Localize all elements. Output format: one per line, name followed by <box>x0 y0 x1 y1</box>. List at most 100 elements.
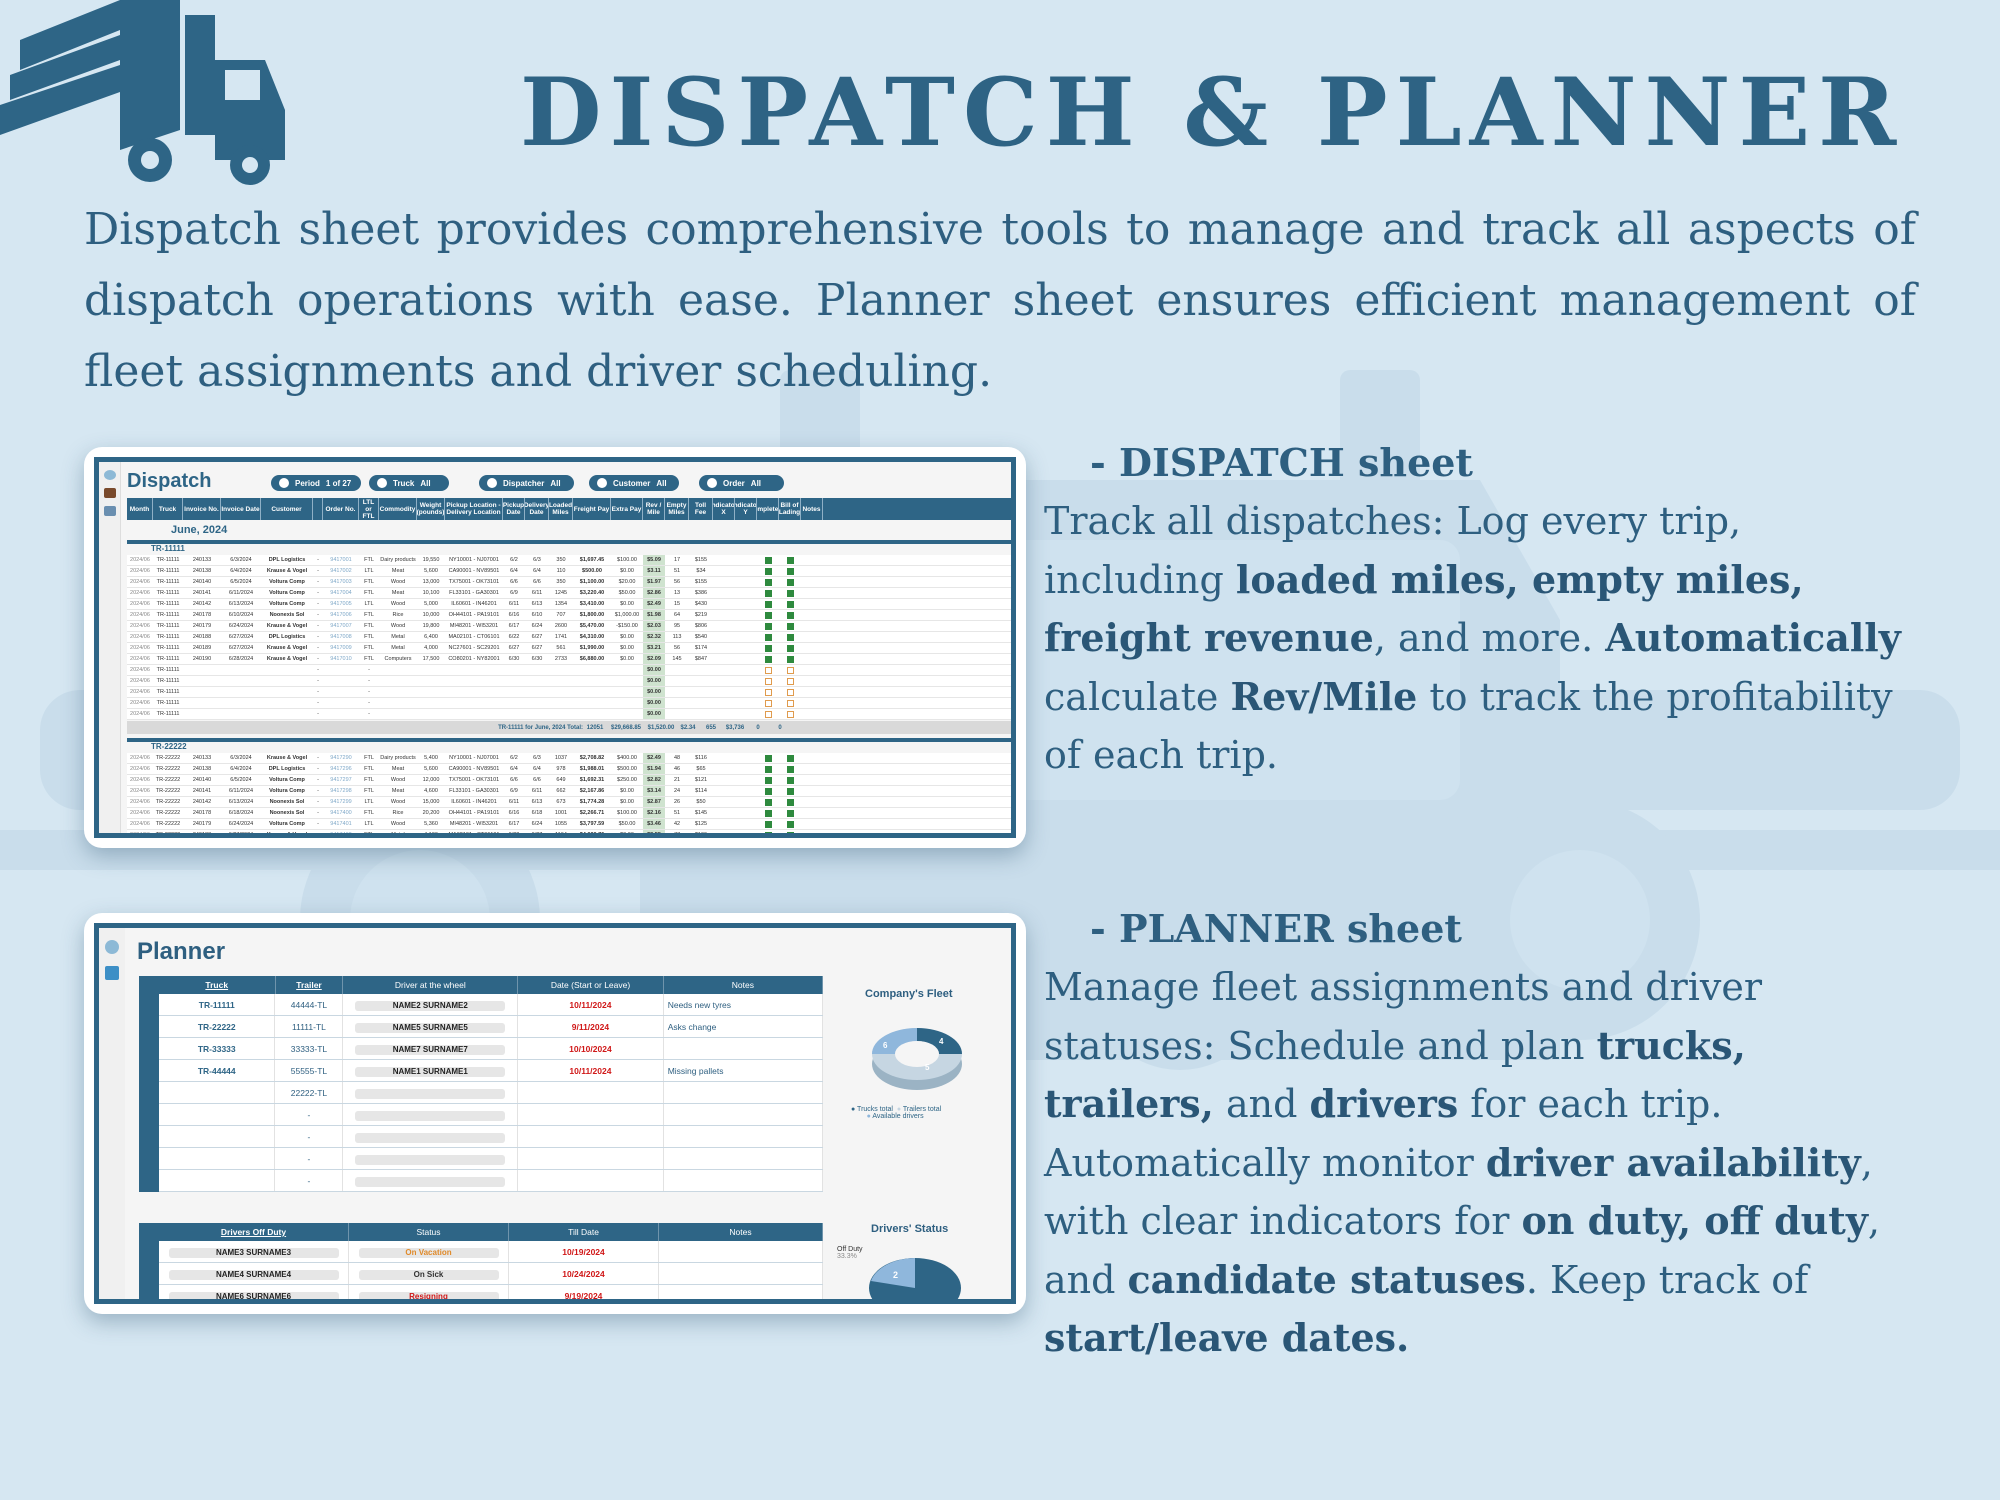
column-header[interactable]: Till Date <box>509 1223 659 1241</box>
table-row[interactable]: 2024/06 TR-11111 - - $0.00 <box>127 687 1011 698</box>
checkbox[interactable] <box>779 621 801 631</box>
driver-dropdown[interactable] <box>355 1132 506 1143</box>
filter-period[interactable]: Period 1 of 27 <box>271 475 361 491</box>
status-dropdown[interactable]: On Vacation <box>358 1247 499 1258</box>
checkbox[interactable] <box>779 555 801 565</box>
column-header[interactable]: Delivery Date <box>525 498 549 520</box>
checkbox[interactable] <box>779 819 801 829</box>
checkbox[interactable] <box>779 676 801 686</box>
driver-select[interactable] <box>343 1148 519 1169</box>
driver-select[interactable] <box>343 1082 519 1103</box>
driver-select[interactable]: NAME3 SURNAME3 <box>159 1241 349 1262</box>
table-row[interactable]: 2024/06 TR-11111 240133 6/3/2024 DPL Logisti… <box>127 555 1011 566</box>
column-header[interactable]: Toll Fee <box>689 498 713 520</box>
checkbox[interactable] <box>779 786 801 796</box>
table-row[interactable]: - <box>159 1148 823 1170</box>
table-row[interactable]: TR-33333 33333-TL NAME7 SURNAME7 10/10/2024 <box>159 1038 823 1060</box>
checkbox[interactable] <box>757 588 779 598</box>
column-header[interactable]: Trailer <box>276 976 344 994</box>
checkbox[interactable] <box>779 566 801 576</box>
filter-truck[interactable]: Truck All <box>369 475 449 491</box>
table-row[interactable]: 2024/06 TR-11111 240188 6/27/2024 DPL Logist… <box>127 632 1011 643</box>
checkbox[interactable] <box>779 753 801 763</box>
table-row[interactable]: - <box>159 1104 823 1126</box>
checkbox[interactable] <box>779 643 801 653</box>
driver-dropdown[interactable]: NAME4 SURNAME4 <box>168 1269 339 1280</box>
table-row[interactable]: 2024/06 TR-11111 - - $0.00 <box>127 676 1011 687</box>
table-row[interactable]: TR-44444 55555-TL NAME1 SURNAME1 10/11/2024… <box>159 1060 823 1082</box>
checkbox[interactable] <box>757 786 779 796</box>
column-header[interactable]: Bill of Lading <box>779 498 801 520</box>
table-row[interactable]: 2024/06 TR-22222 240188 6/27/2024 Krause & V… <box>127 830 1011 833</box>
driver-select[interactable] <box>343 1104 519 1125</box>
driver-dropdown[interactable]: NAME2 SURNAME2 <box>355 1000 506 1011</box>
column-header[interactable]: Commodity <box>379 498 417 520</box>
status-select[interactable]: On Vacation <box>349 1241 509 1262</box>
checkbox[interactable] <box>779 687 801 697</box>
filter-dispatcher[interactable]: Dispatcher All <box>479 475 574 491</box>
checkbox[interactable] <box>757 753 779 763</box>
column-header[interactable]: Invoice No. <box>183 498 221 520</box>
table-row[interactable]: NAME3 SURNAME3 On Vacation 10/19/2024 <box>159 1241 823 1263</box>
column-header[interactable]: Notes <box>664 976 824 994</box>
column-header[interactable]: Weight (pounds) <box>417 498 445 520</box>
driver-dropdown[interactable]: NAME3 SURNAME3 <box>168 1247 339 1258</box>
checkbox[interactable] <box>757 687 779 697</box>
driver-dropdown[interactable] <box>355 1176 506 1187</box>
checkbox[interactable] <box>779 797 801 807</box>
table-row[interactable]: - <box>159 1170 823 1192</box>
checkbox[interactable] <box>779 830 801 833</box>
table-row[interactable]: 2024/06 TR-11111 240141 6/11/2024 Voltura Co… <box>127 588 1011 599</box>
column-header[interactable]: Rev / Mile <box>643 498 665 520</box>
column-header[interactable]: Date (Start or Leave) <box>518 976 664 994</box>
checkbox[interactable] <box>757 797 779 807</box>
table-row[interactable]: 2024/06 TR-22222 240142 6/13/2024 Noonexis S… <box>127 797 1011 808</box>
filter-order[interactable]: Order All <box>699 475 784 491</box>
column-header[interactable]: Empty Miles <box>665 498 689 520</box>
status-select[interactable]: On Sick <box>349 1263 509 1284</box>
checkbox[interactable] <box>757 764 779 774</box>
checkbox[interactable] <box>757 709 779 719</box>
table-row[interactable]: 2024/06 TR-11111 240189 6/27/2024 Krause & V… <box>127 643 1011 654</box>
table-row[interactable]: 2024/06 TR-11111 240138 6/4/2024 Krause & Vo… <box>127 566 1011 577</box>
table-row[interactable]: NAME6 SURNAME6 Resigning 9/19/2024 <box>159 1285 823 1299</box>
column-header[interactable]: Order No. <box>323 498 359 520</box>
checkbox[interactable] <box>757 577 779 587</box>
checkbox[interactable] <box>779 610 801 620</box>
checkbox[interactable] <box>779 808 801 818</box>
column-header[interactable]: Truck <box>153 498 183 520</box>
checkbox[interactable] <box>779 775 801 785</box>
column-header[interactable]: Loaded Miles <box>549 498 573 520</box>
column-header[interactable]: Customer <box>261 498 313 520</box>
column-header[interactable]: Indicator X <box>713 498 735 520</box>
table-row[interactable]: - <box>159 1126 823 1148</box>
checkbox[interactable] <box>757 808 779 818</box>
checkbox[interactable] <box>757 676 779 686</box>
column-header[interactable]: Invoice Date <box>221 498 261 520</box>
driver-select[interactable]: NAME7 SURNAME7 <box>343 1038 519 1059</box>
checkbox[interactable] <box>779 709 801 719</box>
column-header[interactable]: Pickup Location - Delivery Location <box>445 498 503 520</box>
checkbox[interactable] <box>757 665 779 675</box>
checkbox[interactable] <box>779 588 801 598</box>
globe-icon[interactable] <box>105 940 119 954</box>
checkbox[interactable] <box>779 577 801 587</box>
driver-select[interactable]: NAME5 SURNAME5 <box>343 1016 519 1037</box>
table-row[interactable]: 2024/06 TR-11111 240190 6/28/2024 Krause & V… <box>127 654 1011 665</box>
table-row[interactable]: 2024/06 TR-22222 240178 6/18/2024 Noonexis S… <box>127 808 1011 819</box>
globe-icon[interactable] <box>103 470 116 480</box>
driver-dropdown[interactable]: NAME6 SURNAME6 <box>168 1291 339 1299</box>
driver-select[interactable]: NAME6 SURNAME6 <box>159 1285 349 1299</box>
checkbox[interactable] <box>757 775 779 785</box>
driver-dropdown[interactable]: NAME7 SURNAME7 <box>355 1044 506 1055</box>
checkbox[interactable] <box>757 819 779 829</box>
briefcase-icon[interactable] <box>103 488 116 498</box>
checkbox[interactable] <box>779 654 801 664</box>
checkbox[interactable] <box>757 698 779 708</box>
checkbox[interactable] <box>757 654 779 664</box>
table-row[interactable]: 2024/06 TR-22222 240140 6/5/2024 Voltura Com… <box>127 775 1011 786</box>
column-header[interactable]: Pickup Date <box>503 498 525 520</box>
column-header[interactable]: Notes <box>801 498 823 520</box>
table-row[interactable]: 2024/06 TR-11111 - - $0.00 <box>127 698 1011 709</box>
driver-select[interactable] <box>343 1126 519 1147</box>
